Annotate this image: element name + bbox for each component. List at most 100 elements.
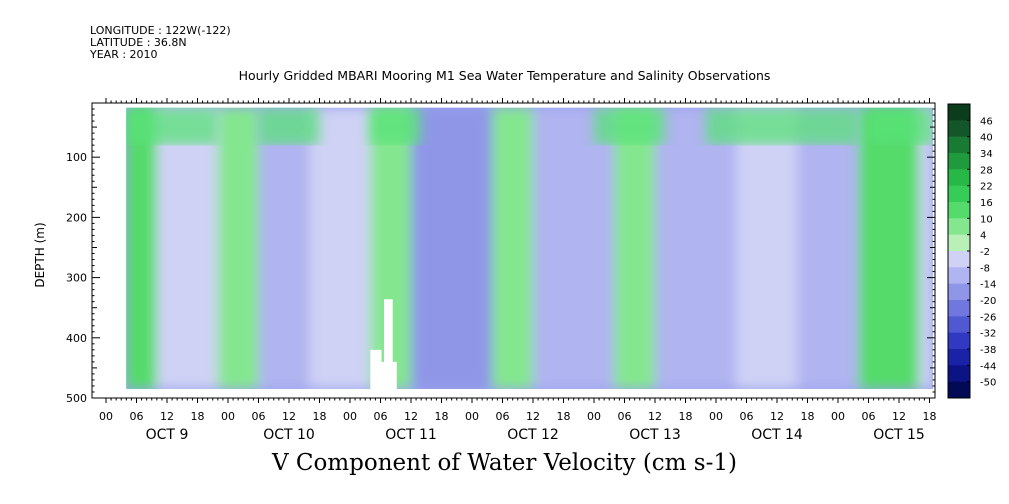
field-band <box>492 107 533 389</box>
date-label: OCT 11 <box>385 427 437 443</box>
x-tick-label: 06 <box>252 410 266 423</box>
x-axis: 00 06 12 18 00 06 12 18 00 06 12 18 00 06 12 18 00 06 12 18… <box>99 98 937 443</box>
field-band <box>614 107 655 389</box>
colorbar-swatch <box>948 218 970 236</box>
date-label: OCT 14 <box>751 427 803 443</box>
colorbar-label: -20 <box>980 296 996 307</box>
colorbar-label: -26 <box>980 312 996 323</box>
plot-frame <box>91 102 936 399</box>
colorbar-label: -14 <box>980 280 996 291</box>
x-tick-label: 18 <box>679 410 693 423</box>
latitude-label: LATITUDE : 36.8N <box>90 36 187 49</box>
colorbar-swatch <box>948 283 970 301</box>
field-band <box>533 107 615 389</box>
colorbar-swatch <box>948 365 970 383</box>
x-tick-label: 12 <box>892 410 906 423</box>
x-tick-label: 00 <box>221 410 235 423</box>
colorbar: 46 40 34 28 22 16 10 4 -2 -8 -14 -20 -26 -32 -38 -44 -50 <box>947 103 996 399</box>
x-tick-label: 12 <box>160 410 174 423</box>
colorbar-label: 4 <box>980 231 986 242</box>
missing-data <box>370 349 382 392</box>
colorbar-label: 16 <box>980 198 993 209</box>
surface-patch <box>594 107 666 146</box>
field-band <box>858 107 920 389</box>
x-tick-label: 06 <box>740 410 754 423</box>
date-label: OCT 12 <box>507 427 559 443</box>
y-tick-label: 100 <box>66 151 87 164</box>
surface-patch <box>126 107 218 146</box>
x-tick-label: 00 <box>343 410 357 423</box>
year-label: YEAR : 2010 <box>90 48 158 61</box>
y-axis: 100 200 300 400 500 <box>66 102 935 405</box>
variable-title: V Component of Water Velocity (cm s-1) <box>272 450 737 476</box>
missing-data <box>376 361 397 392</box>
field-bands <box>126 107 933 389</box>
chart-title: Hourly Gridded MBARI Mooring M1 Sea Wate… <box>238 68 771 83</box>
x-tick-label: 06 <box>374 410 388 423</box>
colorbar-swatch <box>948 332 970 350</box>
date-label: OCT 9 <box>146 427 189 443</box>
colorbar-label: -8 <box>980 263 990 274</box>
colorbar-label: 22 <box>980 182 993 193</box>
colorbar-label: -32 <box>980 329 996 340</box>
field-band <box>258 107 310 389</box>
field-band <box>736 107 798 389</box>
missing-data-gaps <box>370 299 397 392</box>
x-tick-label: 00 <box>831 410 845 423</box>
colorbar-swatch <box>948 300 970 317</box>
colorbar-swatch <box>948 169 970 187</box>
field-band <box>797 107 859 389</box>
colorbar-swatch <box>948 153 970 170</box>
colorbar-label: -44 <box>980 361 996 372</box>
x-tick-label: 18 <box>435 410 449 423</box>
colorbar-swatch <box>948 251 970 268</box>
x-tick-label: 12 <box>404 410 418 423</box>
x-tick-label: 18 <box>923 410 937 423</box>
colorbar-swatch <box>948 234 970 252</box>
x-tick-label: 18 <box>313 410 327 423</box>
colorbar-label: 28 <box>980 165 993 176</box>
date-label: OCT 15 <box>873 427 925 443</box>
x-tick-label: 00 <box>99 410 113 423</box>
surface-patch <box>370 107 422 146</box>
colorbar-label: -50 <box>980 378 996 389</box>
x-tick-label: 18 <box>191 410 205 423</box>
x-tick-label: 06 <box>862 410 876 423</box>
colorbar-label: 40 <box>980 133 993 144</box>
x-tick-label: 12 <box>648 410 662 423</box>
x-tick-label: 06 <box>618 410 632 423</box>
colorbar-swatch <box>948 136 970 154</box>
colorbar-label: 10 <box>980 214 993 225</box>
colorbar-swatch <box>948 381 970 399</box>
colorbar-swatch <box>948 185 970 203</box>
field-band <box>411 107 493 389</box>
x-tick-label: 06 <box>496 410 510 423</box>
y-tick-label: 500 <box>66 392 87 405</box>
date-label: OCT 13 <box>629 427 681 443</box>
velocity-field <box>126 107 934 389</box>
colorbar-swatch <box>948 316 970 334</box>
date-label: OCT 10 <box>263 427 315 443</box>
field-band <box>126 107 157 389</box>
x-tick-label: 00 <box>465 410 479 423</box>
missing-data <box>384 299 393 390</box>
colorbar-swatch <box>948 349 970 366</box>
colorbar-label: 46 <box>980 116 993 127</box>
x-tick-label: 12 <box>282 410 296 423</box>
x-tick-label: 12 <box>770 410 784 423</box>
field-band <box>655 107 737 389</box>
x-tick-label: 18 <box>557 410 571 423</box>
colorbar-swatch <box>948 120 970 138</box>
surface-layer <box>126 107 933 146</box>
field-band <box>919 107 933 389</box>
x-tick-label: 06 <box>130 410 144 423</box>
colorbar-swatch <box>948 202 970 219</box>
colorbar-swatch <box>948 104 970 121</box>
colorbar-label: -2 <box>980 247 990 258</box>
colorbar-swatch <box>948 267 970 285</box>
surface-patch <box>705 107 859 146</box>
x-tick-label: 18 <box>801 410 815 423</box>
y-tick-label: 300 <box>66 272 87 285</box>
x-tick-label: 00 <box>709 410 723 423</box>
